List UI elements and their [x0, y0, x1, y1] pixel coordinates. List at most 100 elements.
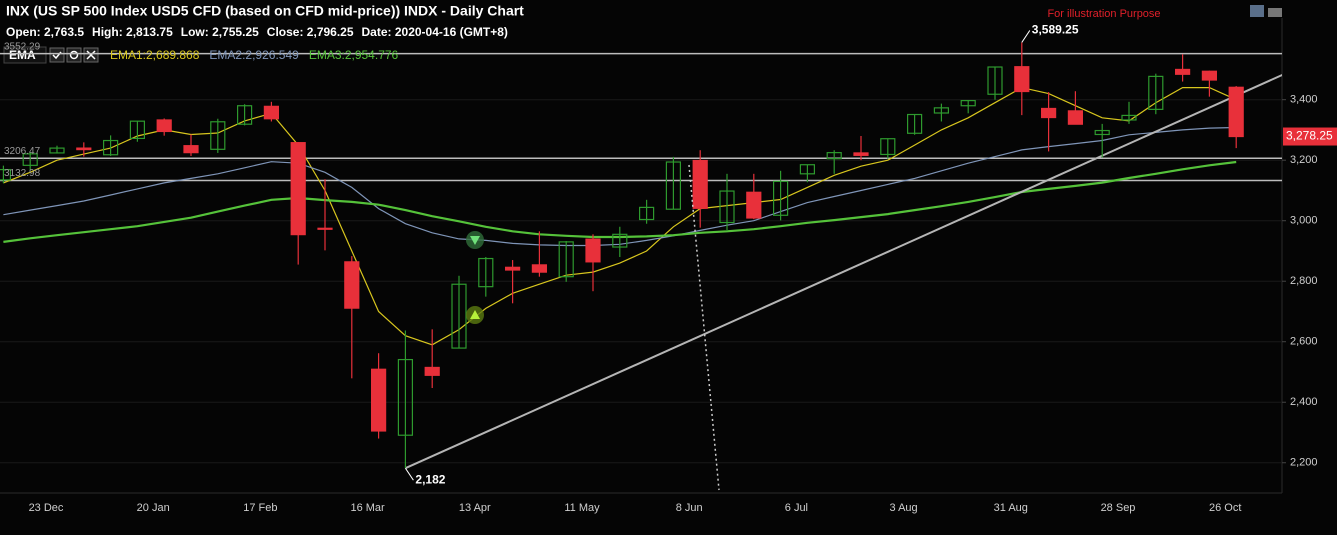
candle-body: [237, 105, 253, 125]
close-icon: [86, 50, 96, 60]
candle-body: [665, 161, 682, 210]
y-tick-label: 2,200: [1290, 457, 1318, 469]
last-price-label: 3,278.25: [1286, 129, 1333, 143]
x-tick-label: 17 Feb: [243, 502, 277, 514]
candle-body: [906, 113, 923, 134]
candle-body: [451, 283, 467, 349]
candle-body: [49, 147, 65, 154]
candle-body: [317, 227, 333, 230]
candle-body: [1228, 86, 1244, 138]
candle-body: [772, 180, 789, 216]
candle-body: [1094, 129, 1110, 136]
level-label: 3206.47: [4, 146, 41, 157]
y-tick-label: 2,600: [1290, 336, 1318, 348]
candle-body: [826, 152, 842, 160]
info-item: Date: 2020-04-16 (GMT+8): [362, 25, 508, 39]
x-tick-label: 11 May: [564, 502, 600, 514]
candle-body: [1148, 75, 1164, 110]
candle-body: [933, 107, 950, 114]
last-price-tag: [1283, 127, 1337, 146]
candle-body: [987, 66, 1003, 95]
print-icon[interactable]: [1268, 8, 1282, 17]
annotation-pointer: [404, 467, 414, 481]
info-item: Low: 2,755.25: [181, 25, 259, 39]
candle-body: [397, 358, 413, 436]
candle-body: [76, 147, 92, 151]
candle-body: [1174, 68, 1191, 75]
legend-entry: EMA1:2,689.868: [110, 48, 200, 62]
chart-icon[interactable]: [1250, 5, 1264, 17]
annotation-label: 2,182: [415, 472, 445, 486]
plot-area: [0, 42, 1282, 470]
x-tick-label: 16 Mar: [350, 502, 385, 514]
candle-body: [853, 152, 869, 156]
candle-body: [344, 261, 360, 309]
candle-body: [1014, 66, 1030, 93]
candle-body: [505, 266, 521, 271]
x-tick-label: 31 Aug: [994, 502, 1028, 514]
candle-body: [746, 191, 762, 219]
ema-line: [3, 86, 1237, 346]
candle-body: [880, 138, 896, 156]
y-tick-label: 3,000: [1290, 215, 1318, 227]
candle-body: [263, 105, 279, 120]
candle-body: [612, 233, 628, 248]
annotation-pointer: [1021, 30, 1031, 43]
settings-button[interactable]: [66, 47, 82, 63]
legend-entry: EMA3:2,954.776: [309, 48, 399, 62]
x-tick-label: 3 Aug: [890, 502, 918, 514]
candle-body: [638, 206, 655, 221]
candle-body: [585, 238, 601, 263]
candle-body: [719, 190, 735, 224]
candle-body: [129, 120, 145, 140]
trend-line: [404, 73, 1282, 470]
x-tick-label: 23 Dec: [29, 502, 64, 514]
candle-body: [1067, 110, 1084, 125]
candle-body: [478, 257, 494, 288]
indicator-box: [3, 46, 47, 64]
note: For illustration Purpose: [1047, 8, 1160, 20]
candle-body: [102, 139, 119, 156]
candle-body: [210, 121, 226, 150]
level-label: 3132.98: [4, 168, 41, 179]
candle-body: [22, 153, 38, 166]
chart-title: INX (US SP 500 Index USD5 CFD (based on …: [6, 3, 524, 19]
x-tick-label: 26 Oct: [1209, 502, 1241, 514]
candle-body: [799, 164, 816, 175]
info-item: Open: 2,763.5: [6, 25, 84, 39]
level-label: 3552.29: [4, 41, 41, 52]
candle-body: [1040, 107, 1057, 119]
info-item: High: 2,813.75: [92, 25, 173, 39]
candle-body: [424, 366, 440, 376]
gear-icon: [69, 50, 79, 60]
candle-body: [1201, 70, 1218, 81]
x-tick-label: 13 Apr: [459, 502, 491, 514]
x-tick-label: 8 Jun: [676, 502, 703, 514]
candle-body: [290, 142, 306, 236]
indicator-name: EMA: [9, 48, 36, 62]
y-tick-label: 3,400: [1290, 94, 1318, 106]
annotation-label: 3,589.25: [1032, 23, 1079, 37]
buy-signal: [470, 310, 480, 319]
toolbar-icons: [1250, 5, 1282, 17]
y-tick-label: 2,800: [1290, 275, 1318, 287]
candle-body: [692, 159, 708, 209]
sell-signal: [470, 236, 480, 245]
x-tick-label: 20 Jan: [137, 502, 170, 514]
candle-body: [183, 145, 199, 154]
y-tick-label: 2,400: [1290, 396, 1318, 408]
candle-body: [558, 241, 574, 278]
check-button[interactable]: [49, 47, 65, 63]
x-tick-label: 28 Sep: [1101, 502, 1136, 514]
candle-body: [960, 99, 976, 107]
info-item: Close: 2,796.25: [267, 25, 354, 39]
overlay: 3552.29 3206.47 3132.98 3,589.25 2,182 3,278.…: [4, 23, 1337, 486]
y-tick-label: 3,200: [1290, 154, 1318, 166]
candle-body: [156, 119, 172, 133]
candle-body: [371, 368, 387, 432]
candle-body: [1121, 114, 1137, 121]
projection-line: [688, 164, 720, 491]
